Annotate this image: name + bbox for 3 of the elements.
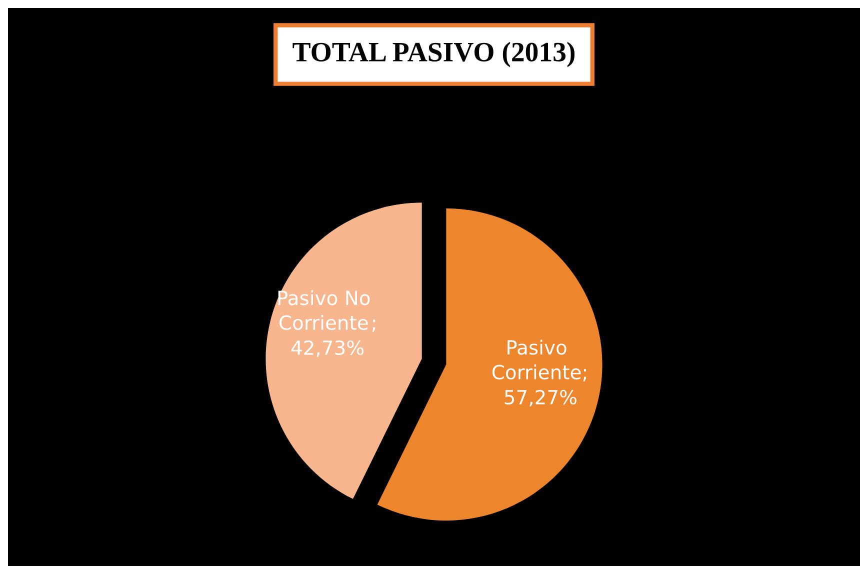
slice-label: Pasivo No Corriente [278, 290, 370, 330]
chart-title: TOTAL PASIVO (2013) [292, 42, 575, 68]
slice-label: Pasivo Corriente [492, 340, 581, 380]
